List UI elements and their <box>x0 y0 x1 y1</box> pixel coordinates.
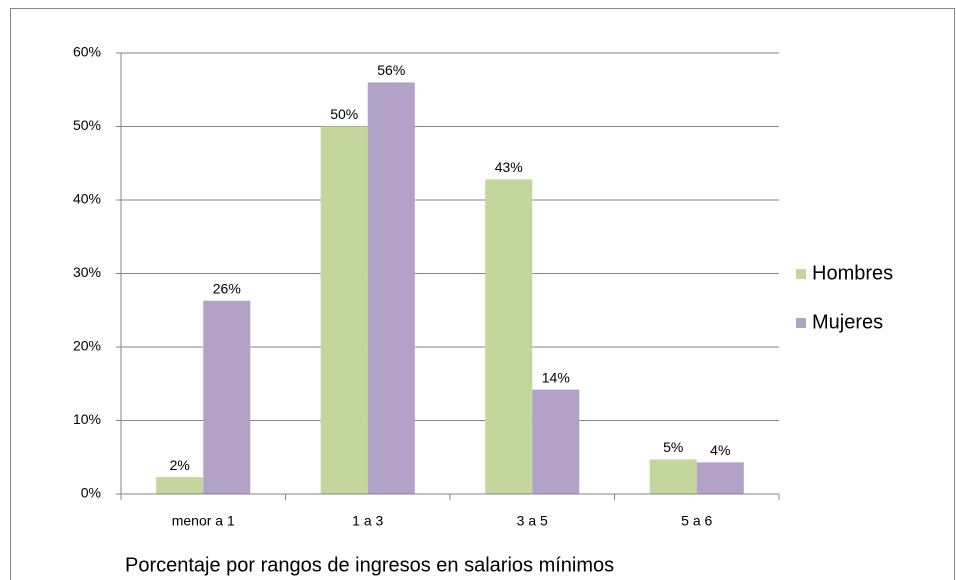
x-tick-label: menor a 1 <box>172 513 235 529</box>
data-label: 14% <box>542 369 570 385</box>
bar <box>367 82 415 495</box>
y-tick-label: 10% <box>73 411 101 427</box>
bar <box>696 462 744 494</box>
bar <box>156 477 204 494</box>
legend-label: Mujeres <box>812 311 883 333</box>
legend-swatch <box>796 269 806 279</box>
data-label: 43% <box>495 159 523 175</box>
bar <box>649 459 697 494</box>
bar <box>532 389 580 494</box>
y-tick-label: 20% <box>73 338 101 354</box>
y-tick-label: 40% <box>73 191 101 207</box>
data-label: 4% <box>710 442 730 458</box>
x-tick-label: 3 a 5 <box>517 513 548 529</box>
data-label: 56% <box>377 62 405 78</box>
y-tick-label: 50% <box>73 117 101 133</box>
data-label: 2% <box>170 457 190 473</box>
y-tick-label: 30% <box>73 264 101 280</box>
y-tick-label: 60% <box>73 44 101 60</box>
legend-swatch <box>796 318 806 328</box>
x-tick-label: 5 a 6 <box>681 513 712 529</box>
legend-label: Hombres <box>812 262 893 284</box>
data-label: 5% <box>663 439 683 455</box>
y-tick-label: 0% <box>81 485 101 501</box>
bar <box>485 179 533 495</box>
x-tick-label: 1 a 3 <box>352 513 383 529</box>
data-label: 50% <box>330 106 358 122</box>
bar <box>320 126 368 494</box>
data-label: 26% <box>213 280 241 296</box>
x-axis-title: Porcentaje por rangos de ingresos en sal… <box>125 554 614 576</box>
bar <box>203 300 251 494</box>
